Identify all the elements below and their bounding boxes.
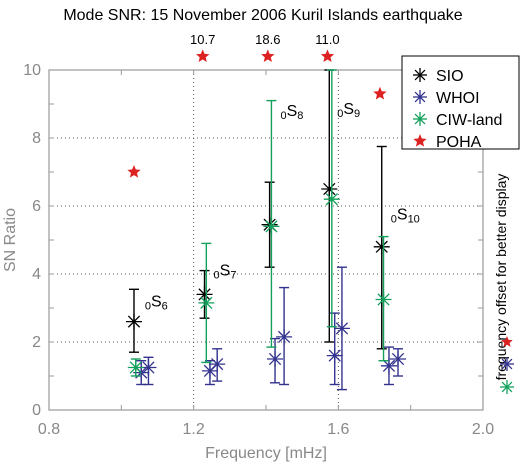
star-value-label: 18.6 xyxy=(255,32,280,47)
data-point-star xyxy=(373,86,387,100)
star-value-label: 10.7 xyxy=(190,32,215,47)
legend-label: WHOI xyxy=(436,90,480,107)
legend-marker xyxy=(413,68,427,82)
legend-marker xyxy=(413,90,427,104)
y-tick-label: 8 xyxy=(32,130,41,147)
legend-label: POHA xyxy=(436,134,482,151)
side-marker-ciw xyxy=(500,380,514,394)
side-marker-whoi xyxy=(500,357,514,371)
data-point-asterisk xyxy=(263,218,280,235)
y-tick-label: 6 xyxy=(32,198,41,215)
side-marker-poha xyxy=(501,336,513,347)
y-tick-label: 4 xyxy=(32,266,41,283)
y-tick-label: 2 xyxy=(32,334,41,351)
data-point-asterisk xyxy=(326,347,343,364)
x-tick-label: 1.2 xyxy=(183,421,205,438)
legend-marker xyxy=(413,112,427,126)
data-point-asterisk xyxy=(321,181,338,197)
side-note: frequency offset for better display xyxy=(493,174,509,381)
legend-item-whoi: WHOI xyxy=(413,90,480,107)
legend-marker xyxy=(413,134,427,147)
tick-labels: 0.8 1.2 1.6 2.0 0 2 4 6 8 10 xyxy=(23,62,494,438)
legend-box xyxy=(401,55,520,150)
legend: SIO WHOI CIW-land POHA xyxy=(401,55,520,151)
grid-layer xyxy=(49,70,483,410)
legend-label: SIO xyxy=(436,68,464,85)
legend-item-poha: POHA xyxy=(413,134,482,151)
series-poha: 10.7 18.6 11.0 xyxy=(127,32,387,178)
data-point-asterisk xyxy=(276,328,293,345)
mode-label: 0S8 xyxy=(280,103,303,122)
data-point-asterisk xyxy=(390,351,407,367)
series-whoi xyxy=(133,266,407,391)
legend-item-sio: SIO xyxy=(413,68,464,85)
mode-label: 0S9 xyxy=(337,101,360,120)
y-tick-label: 10 xyxy=(23,62,41,79)
series-ciw-land xyxy=(127,69,392,377)
x-tick-label: 2.0 xyxy=(472,421,494,438)
data-point-asterisk xyxy=(198,294,215,311)
data-point-asterisk xyxy=(209,356,226,373)
x-axis-label: Frequency [mHz] xyxy=(205,445,327,462)
data-point-asterisk xyxy=(323,191,340,208)
data-point-asterisk xyxy=(127,359,144,376)
data-point-star xyxy=(261,49,275,63)
data-point-asterisk xyxy=(375,291,392,308)
x-tick-label: 0.8 xyxy=(38,421,60,438)
legend-label: CIW-land xyxy=(436,112,502,129)
chart-title: Mode SNR: 15 November 2006 Kuril Islands… xyxy=(63,7,462,24)
data-marks: 10.7 18.6 11.0 0S6 0S7 0S8 0S9 0S10 xyxy=(125,32,420,391)
data-point-asterisk xyxy=(373,238,390,255)
legend-item-ciw-land: CIW-land xyxy=(413,112,502,129)
data-point-star xyxy=(127,165,141,178)
x-tick-label: 1.6 xyxy=(327,421,349,438)
data-point-star xyxy=(320,49,335,63)
side-markers xyxy=(500,336,514,394)
data-point-asterisk xyxy=(333,320,350,337)
data-point-asterisk xyxy=(380,357,397,374)
data-point-asterisk xyxy=(267,351,284,367)
mode-label: 0S6 xyxy=(145,293,168,312)
data-point-star xyxy=(196,49,210,63)
y-axis-label: SN Ratio xyxy=(2,208,19,272)
mode-label: 0S7 xyxy=(214,263,237,282)
data-point-asterisk xyxy=(125,313,142,330)
mode-label: 0S10 xyxy=(391,207,420,226)
y-tick-label: 0 xyxy=(32,402,41,419)
star-value-label: 11.0 xyxy=(315,32,339,47)
